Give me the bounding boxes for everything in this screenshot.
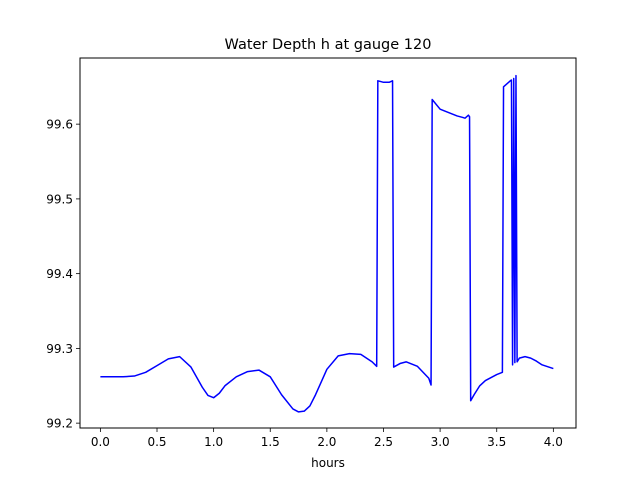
x-tick-label: 3.5	[487, 435, 506, 449]
y-axis-ticks: 99.2 99.3 99.4 99.5 99.6	[46, 118, 80, 431]
x-tick-label: 0.5	[147, 435, 166, 449]
x-tick-label: 2.0	[317, 435, 336, 449]
x-tick-label: 3.0	[431, 435, 450, 449]
x-axis-label: hours	[311, 456, 345, 470]
y-tick-label: 99.2	[46, 417, 73, 431]
x-tick-label: 2.5	[374, 435, 393, 449]
series-line-0	[100, 74, 554, 413]
y-tick-label: 99.3	[46, 342, 73, 356]
plot-frame	[79, 57, 577, 429]
x-tick-label: 4.0	[544, 435, 563, 449]
x-axis-ticks: 0.0 0.5 1.0 1.5 2.0 2.5 3.0 3.5 4.0	[91, 428, 563, 449]
plot-area	[100, 74, 554, 413]
x-tick-label: 0.0	[91, 435, 110, 449]
chart-title: Water Depth h at gauge 120	[225, 37, 432, 53]
y-tick-label: 99.5	[46, 192, 73, 206]
y-tick-label: 99.6	[46, 118, 73, 132]
x-tick-label: 1.0	[204, 435, 223, 449]
x-tick-label: 1.5	[261, 435, 280, 449]
y-tick-label: 99.4	[46, 267, 73, 281]
